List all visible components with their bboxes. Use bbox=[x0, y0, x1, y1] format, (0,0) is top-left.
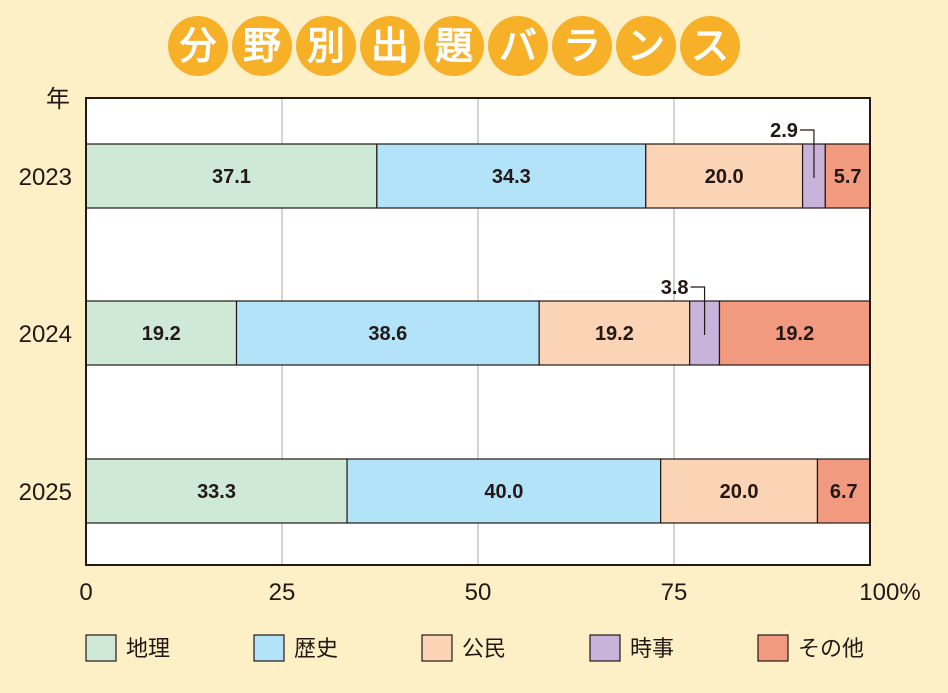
data-label: 19.2 bbox=[775, 323, 814, 345]
bar-segment bbox=[660, 458, 819, 524]
data-label: 33.3 bbox=[197, 481, 236, 503]
title-circle bbox=[232, 16, 292, 76]
title-char: ス bbox=[691, 24, 729, 68]
legend-swatch bbox=[757, 634, 789, 662]
callout-line bbox=[690, 286, 706, 335]
legend-label: 歴史 bbox=[294, 637, 338, 662]
legend-swatch bbox=[589, 634, 621, 662]
x-tick-label: 100% bbox=[859, 579, 920, 606]
bar-segment bbox=[816, 458, 871, 524]
legend-swatch bbox=[253, 634, 285, 662]
bar-segment bbox=[346, 458, 662, 524]
title-circle bbox=[424, 16, 484, 76]
title-circle bbox=[680, 16, 740, 76]
data-label: 2.9 bbox=[770, 120, 798, 142]
x-tick-label: 25 bbox=[269, 579, 296, 606]
data-label: 20.0 bbox=[705, 166, 744, 188]
legend-label: 公民 bbox=[462, 637, 506, 662]
callout-line bbox=[799, 129, 815, 178]
legend-label: その他 bbox=[798, 637, 864, 662]
category-labels: 2023 2024 2025 bbox=[19, 164, 72, 506]
category-label: 2025 bbox=[19, 479, 72, 506]
bar-segment bbox=[824, 143, 871, 209]
bar-segment bbox=[538, 300, 691, 366]
data-label: 38.6 bbox=[368, 323, 407, 345]
bar-segment bbox=[645, 143, 804, 209]
data-label: 5.7 bbox=[834, 166, 862, 188]
data-label: 40.0 bbox=[484, 481, 523, 503]
data-label: 19.2 bbox=[142, 323, 181, 345]
title-circle bbox=[488, 16, 548, 76]
x-tick-label: 0 bbox=[79, 579, 92, 606]
category-label: 2023 bbox=[19, 164, 72, 191]
title-circle bbox=[296, 16, 356, 76]
title-char: 出 bbox=[371, 24, 409, 68]
plot-border bbox=[85, 97, 871, 566]
x-tick-label: 75 bbox=[661, 579, 688, 606]
category-label: 2024 bbox=[19, 321, 72, 348]
title-char: 分 bbox=[179, 24, 217, 68]
title-circle bbox=[616, 16, 676, 76]
title-char: 野 bbox=[243, 24, 281, 68]
legend-label: 時事 bbox=[630, 637, 674, 662]
y-axis-label: 年 bbox=[46, 86, 70, 113]
data-label: 3.8 bbox=[661, 277, 689, 299]
title-char: バ bbox=[499, 24, 537, 68]
title-circle bbox=[168, 16, 228, 76]
title-char: ラ bbox=[563, 24, 601, 68]
data-label: 19.2 bbox=[595, 323, 634, 345]
data-label: 37.1 bbox=[212, 166, 251, 188]
data-label: 6.7 bbox=[830, 481, 858, 503]
title-circle bbox=[360, 16, 420, 76]
title-char: ン bbox=[627, 24, 665, 68]
chart-title: 分野別出題バランス bbox=[168, 16, 740, 76]
title-char: 別 bbox=[307, 24, 345, 68]
title-char: 題 bbox=[435, 24, 473, 68]
data-label: 34.3 bbox=[492, 166, 531, 188]
x-tick-labels: 0 25 50 75 100% bbox=[79, 579, 920, 606]
legend-swatch bbox=[85, 634, 117, 662]
bar-segment bbox=[235, 300, 540, 366]
title-circle bbox=[552, 16, 612, 76]
legend-label: 地理 bbox=[126, 637, 170, 662]
legend-swatch bbox=[421, 634, 453, 662]
data-label: 20.0 bbox=[720, 481, 759, 503]
x-tick-label: 50 bbox=[465, 579, 492, 606]
bars: 37.1 34.3 20.0 2.9 5.7 19.2 38.6 19.2 3.8 19.2 33.… bbox=[85, 120, 871, 524]
legend: 地理 歴史 公民 時事 その他 bbox=[85, 634, 864, 662]
